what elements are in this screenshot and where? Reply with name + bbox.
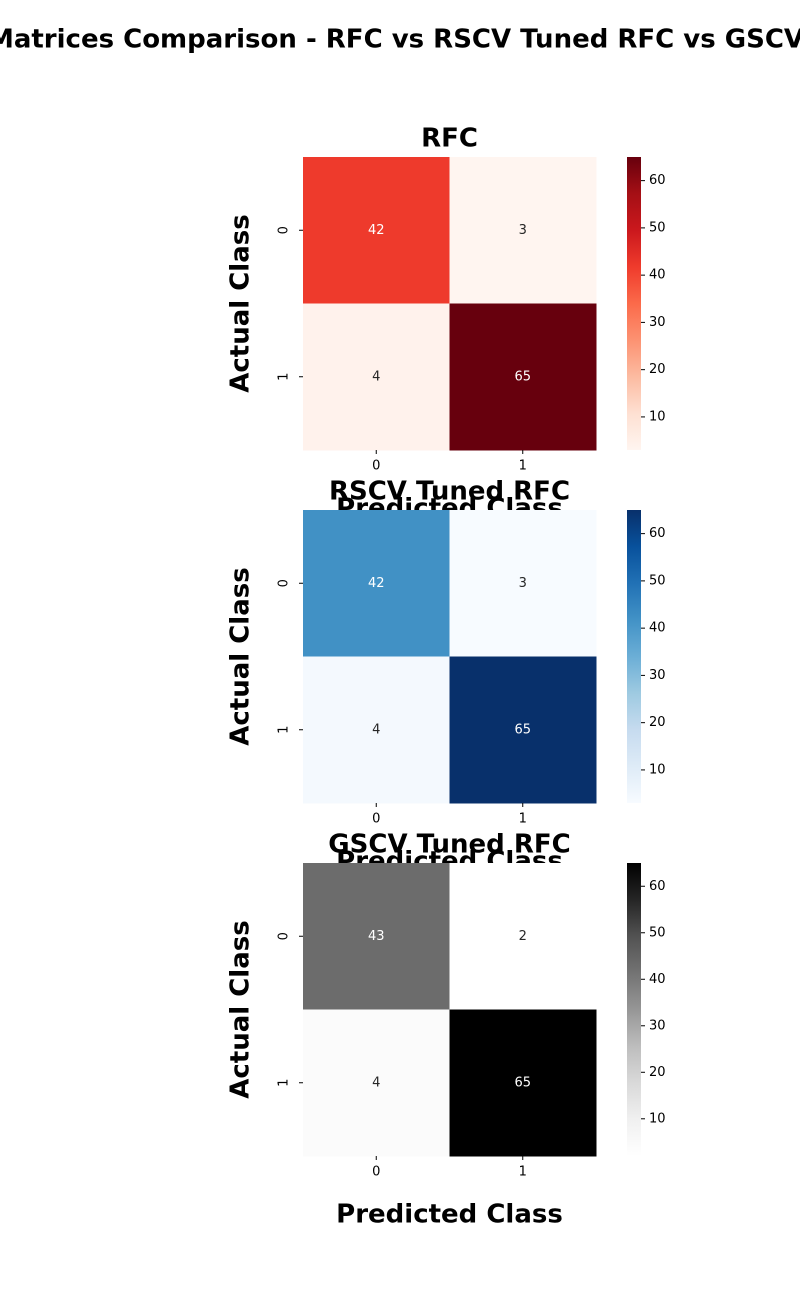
cell-label: 4: [372, 1075, 380, 1090]
y-axis-label: Actual Class: [226, 920, 256, 1098]
cell-label: 3: [519, 576, 527, 591]
colorbar-tick-label: 60: [649, 526, 666, 541]
chart-title: RSCV Tuned RFC: [329, 477, 570, 507]
y-tick-label: 0: [277, 932, 292, 940]
y-tick-label: 0: [277, 226, 292, 234]
x-tick-label: 1: [519, 459, 527, 474]
heatmap-cell: [449, 157, 597, 304]
cell-label: 65: [514, 1075, 531, 1090]
colorbar-tick-label: 40: [649, 268, 666, 283]
heatmap-cell: [303, 863, 450, 1010]
figure-title: Confusion Matrices Comparison - RFC vs R…: [0, 25, 800, 55]
colorbar-tick-label: 50: [649, 925, 666, 940]
cell-label: 4: [372, 369, 380, 384]
cell-label: 65: [514, 369, 531, 384]
x-tick-label: 0: [372, 459, 380, 474]
chart-title: RFC: [421, 124, 478, 154]
colorbar-tick-label: 20: [649, 1065, 666, 1080]
chart-title: GSCV Tuned RFC: [328, 830, 570, 860]
colorbar-tick-label: 30: [649, 1018, 666, 1033]
colorbar-tick-label: 40: [649, 972, 666, 987]
heatmap-cell: [449, 863, 597, 1010]
heatmap-cell: [303, 157, 450, 304]
colorbar: [627, 157, 641, 450]
heatmap-cell: [449, 510, 597, 657]
colorbar-tick-label: 10: [649, 409, 666, 424]
colorbar-tick-label: 40: [649, 621, 666, 636]
heatmap-cell: [303, 510, 450, 657]
colorbar-tick-label: 30: [649, 668, 666, 683]
heatmap-cell: [449, 1009, 597, 1157]
heatmap-cell: [449, 303, 597, 451]
y-tick-label: 0: [277, 579, 292, 587]
cell-label: 2: [519, 929, 527, 944]
y-tick-label: 1: [277, 726, 292, 734]
heatmap-cell: [449, 656, 597, 804]
cell-label: 3: [519, 223, 527, 238]
cell-label: 42: [368, 576, 385, 591]
x-tick-label: 1: [519, 812, 527, 827]
y-axis-label: Actual Class: [226, 214, 256, 392]
cell-label: 65: [514, 722, 531, 737]
colorbar-tick-label: 60: [649, 173, 666, 188]
colorbar-tick-label: 50: [649, 573, 666, 588]
colorbar-tick-label: 60: [649, 879, 666, 894]
colorbar-tick-label: 20: [649, 362, 666, 377]
colorbar: [627, 510, 641, 803]
cell-label: 43: [368, 929, 385, 944]
x-axis-label: Predicted Class: [336, 1200, 563, 1230]
colorbar-tick-label: 10: [649, 762, 666, 777]
cell-label: 42: [368, 223, 385, 238]
heatmap-cell: [303, 303, 450, 451]
colorbar-tick-label: 10: [649, 1111, 666, 1126]
y-tick-label: 1: [277, 373, 292, 381]
colorbar-tick-label: 50: [649, 220, 666, 235]
colorbar-tick-label: 20: [649, 715, 666, 730]
x-tick-label: 1: [519, 1165, 527, 1180]
colorbar-tick-label: 30: [649, 315, 666, 330]
cell-label: 4: [372, 722, 380, 737]
heatmap-cell: [303, 656, 450, 804]
x-tick-label: 0: [372, 1165, 380, 1180]
y-tick-label: 1: [277, 1079, 292, 1087]
y-axis-label: Actual Class: [226, 567, 256, 745]
heatmap-cell: [303, 1009, 450, 1157]
x-tick-label: 0: [372, 812, 380, 827]
colorbar: [627, 863, 641, 1156]
